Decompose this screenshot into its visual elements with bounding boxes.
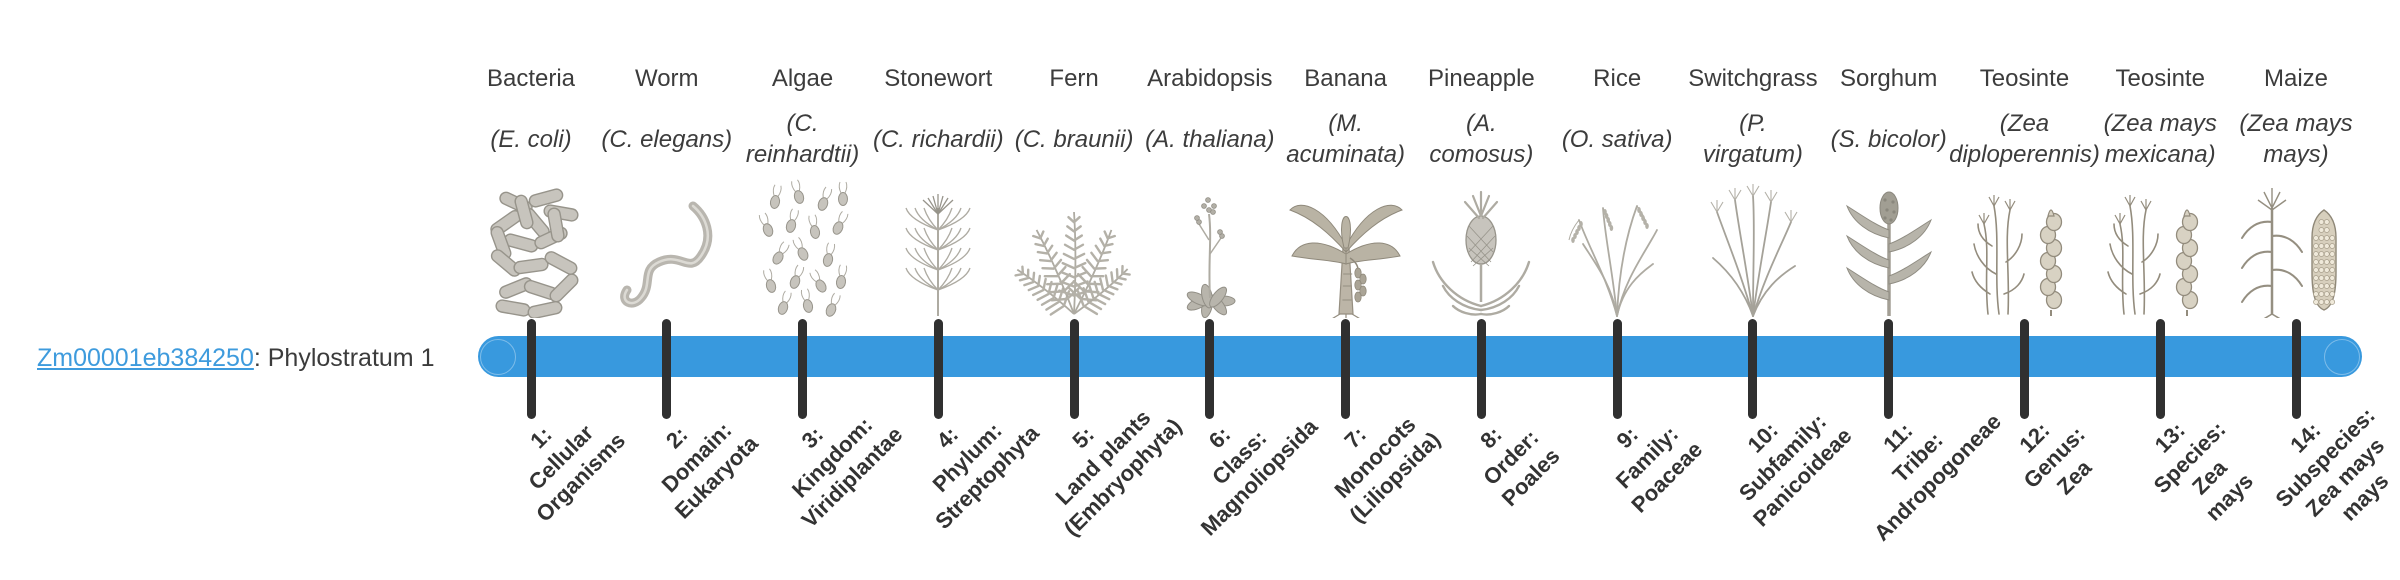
organism-name: Worm	[634, 65, 699, 92]
teosinte-mexicana-icon	[2090, 178, 2230, 318]
switchgrass-icon	[1683, 178, 1823, 318]
timeline-tick	[1612, 319, 1622, 419]
timeline-tick	[526, 319, 536, 419]
organism-name: Maize	[2263, 65, 2329, 92]
timeline-bar	[478, 336, 2362, 377]
timeline-tick	[1748, 319, 1758, 419]
phylostratum-label: 3: Kingdom: Viridiplantae	[786, 412, 908, 533]
organism-name: Algae	[771, 65, 834, 92]
phylostratum-label: 7: Monocots (Liliopsida)	[1329, 411, 1446, 528]
phylostratum-label: 14: Subspecies: Zea mays mays	[2270, 402, 2394, 526]
rice-icon	[1547, 178, 1687, 318]
timeline-tick	[1884, 319, 1894, 419]
organism-species: (S. bicolor)	[1830, 125, 1947, 153]
organism-species: (C. reinhardtii)	[745, 110, 860, 168]
timeline-tick	[662, 319, 672, 419]
timeline-tick	[2291, 319, 2301, 419]
organism-species: (E. coli)	[490, 125, 572, 153]
timeline-tick	[1341, 319, 1351, 419]
arabidopsis-icon	[1140, 178, 1280, 318]
organism-species: (C. richardii)	[872, 125, 1004, 153]
organism-name: Stonewort	[884, 65, 993, 92]
timeline-tick	[798, 319, 808, 419]
gene-link[interactable]: Zm00001eb384250	[37, 344, 254, 372]
phylostratum-label: 6: Class: Magnoliopsida	[1195, 413, 1323, 541]
organism-name: Bacteria	[486, 65, 576, 92]
organism-name: Switchgrass	[1688, 65, 1818, 92]
timeline-tick	[933, 319, 943, 419]
organism-name: Teosinte	[2115, 65, 2205, 92]
phylostratum-label: 9: Family: Poaceae	[1610, 421, 1707, 518]
organism-name: Arabidopsis	[1147, 65, 1273, 92]
organism-species: (O. sativa)	[1561, 125, 1673, 153]
phylostratum-label: 5: Land plants (Embryophyta)	[1050, 404, 1187, 541]
timeline-tick	[1476, 319, 1486, 419]
phylostratum-label: 4: Phylum: Streptophyta	[928, 417, 1045, 534]
organism-name: Banana	[1304, 65, 1387, 92]
maize-icon	[2226, 178, 2366, 318]
sorghum-icon	[1819, 178, 1959, 318]
organism-name: Rice	[1593, 65, 1642, 92]
organism-species: (M. acuminata)	[1286, 110, 1405, 168]
phylostratum-label: 13: Species: Zea mays	[2148, 416, 2258, 526]
teosinte-diplo-icon	[1954, 178, 2094, 318]
algae-icon	[733, 178, 873, 318]
organism-name: Fern	[1049, 65, 1099, 92]
worm-icon	[597, 178, 737, 318]
organism-species: (Zea mays mexicana)	[2103, 110, 2217, 168]
phylostratum-label: 2: Domain: Eukaryota	[656, 417, 763, 524]
organism-name: Teosinte	[1979, 65, 2070, 92]
organism-species: (C. braunii)	[1014, 125, 1134, 153]
organism-species: (A. comosus)	[1429, 110, 1534, 168]
pineapple-icon	[1411, 178, 1551, 318]
bacteria-icon	[461, 178, 601, 318]
organism-species: (P. virgatum)	[1702, 110, 1803, 168]
gene-label: Zm00001eb384250: Phylostratum 1	[37, 343, 435, 373]
phylostratum-label: 1: Cellular Organisms	[522, 419, 630, 527]
phylostratum-label: 8: Order: Poales	[1475, 421, 1565, 512]
timeline-tick	[2155, 319, 2165, 419]
timeline-tick	[1205, 319, 1215, 419]
organism-name: Pineapple	[1428, 65, 1535, 92]
organism-species: (A. thaliana)	[1145, 125, 1275, 153]
organism-species: (Zea mays mays)	[2239, 110, 2353, 168]
phylostratum-label: 11: Tribe: Andropogoneae	[1869, 408, 2007, 546]
banana-icon	[1276, 178, 1416, 318]
timeline-tick	[2019, 319, 2029, 419]
organism-species: (Zea diploperennis)	[1949, 110, 2100, 168]
stonewort-icon	[868, 178, 1008, 318]
phylostratum-label: 10: Subfamily: Panicoideae	[1733, 408, 1857, 532]
fern-icon	[1004, 178, 1144, 318]
organism-name: Sorghum	[1840, 65, 1938, 92]
organism-species: (C. elegans)	[601, 125, 733, 153]
phylostratum-text: : Phylostratum 1	[253, 344, 435, 372]
phylostratum-label: 12: Genus: Zea	[2013, 417, 2096, 500]
timeline-tick	[1069, 319, 1079, 419]
